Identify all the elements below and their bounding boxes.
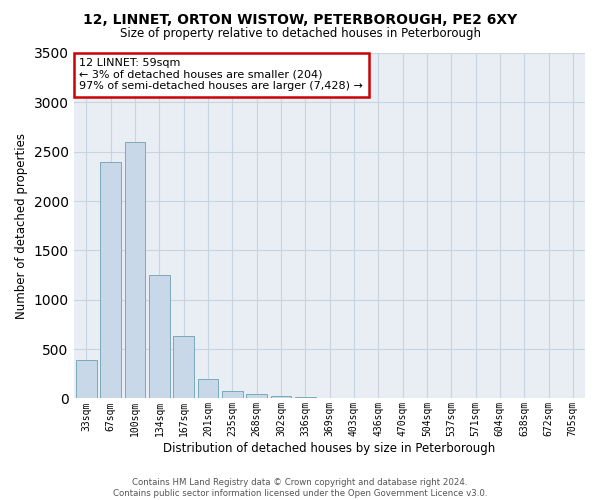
Bar (76, 360, 97, 399)
Bar (222, 390, 242, 398)
Bar (197, 378, 218, 398)
Bar (125, 142, 145, 399)
X-axis label: Distribution of detached houses by size in Peterborough: Distribution of detached houses by size … (163, 442, 496, 455)
Text: 12, LINNET, ORTON WISTOW, PETERBOROUGH, PE2 6XY: 12, LINNET, ORTON WISTOW, PETERBOROUGH, … (83, 12, 517, 26)
Bar (271, 396, 292, 398)
Text: Contains HM Land Registry data © Crown copyright and database right 2024.
Contai: Contains HM Land Registry data © Crown c… (113, 478, 487, 498)
Bar (149, 275, 170, 398)
Bar (247, 394, 267, 398)
Y-axis label: Number of detached properties: Number of detached properties (15, 132, 28, 318)
Text: 12 LINNET: 59sqm
← 3% of detached houses are smaller (204)
97% of semi-detached : 12 LINNET: 59sqm ← 3% of detached houses… (79, 58, 363, 92)
Text: Size of property relative to detached houses in Peterborough: Size of property relative to detached ho… (119, 28, 481, 40)
Bar (173, 336, 194, 398)
Bar (100, 162, 121, 398)
